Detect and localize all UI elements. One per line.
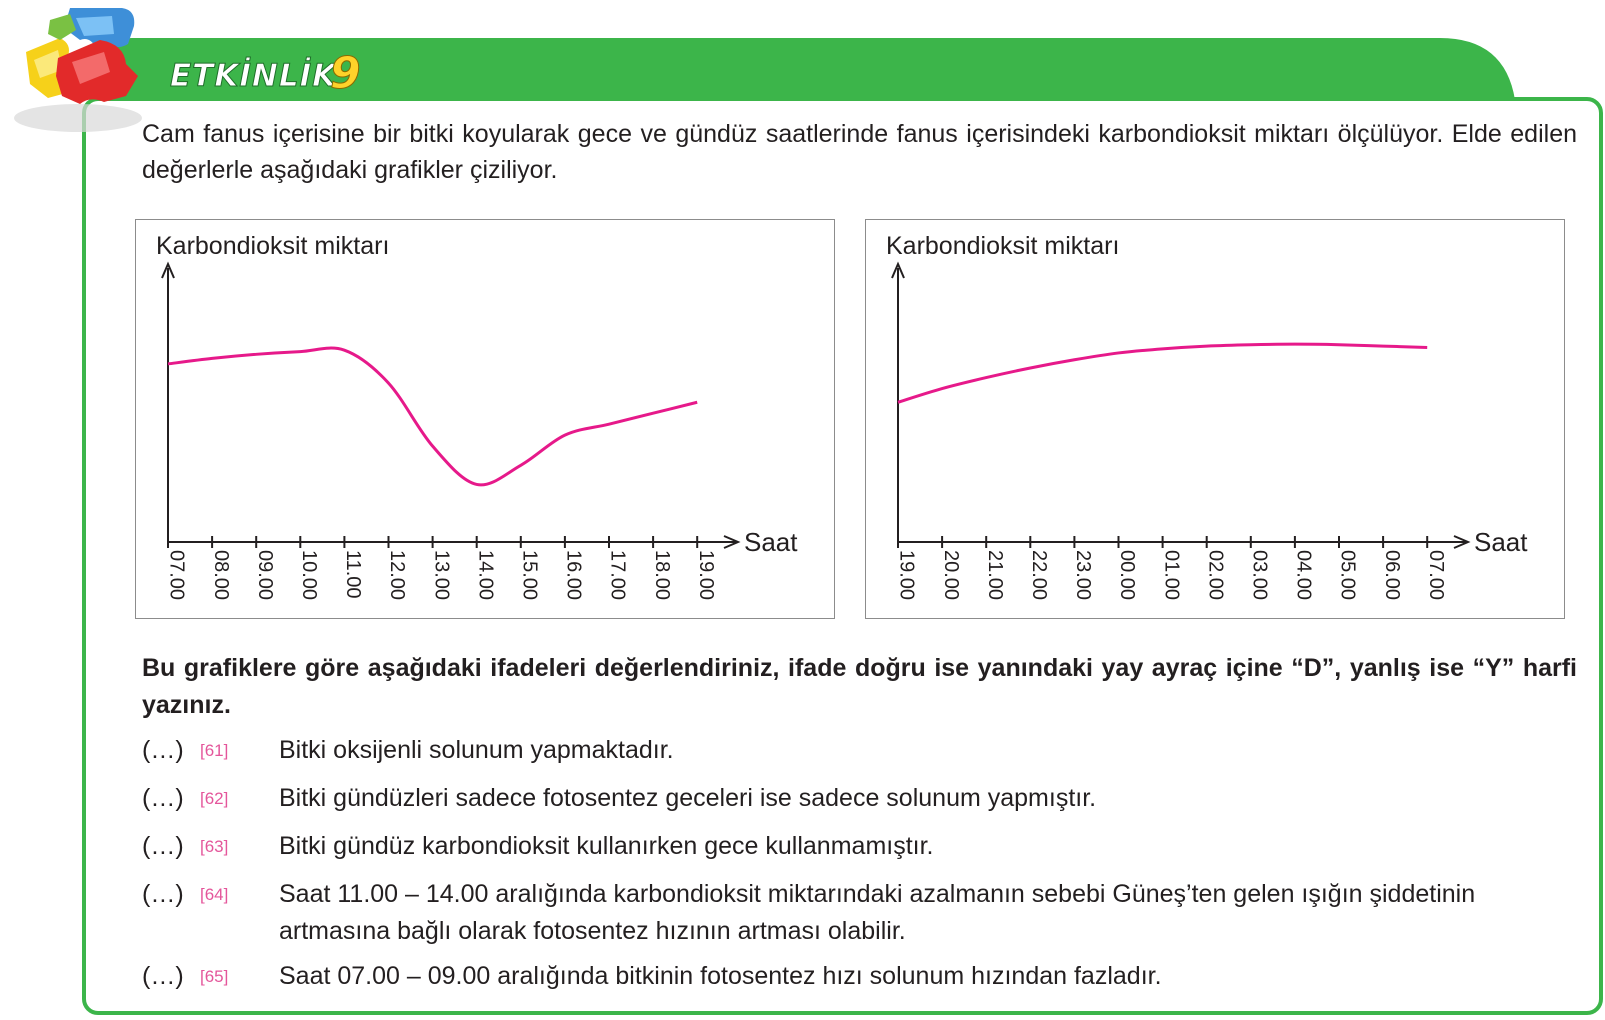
x-tick-label: 19.00	[896, 550, 918, 600]
chart-nighttime-xlabel: Saat	[1474, 527, 1528, 557]
header-band	[110, 38, 1515, 100]
chart-daytime-xlabel: Saat	[744, 527, 798, 557]
x-tick-label: 00.00	[1116, 550, 1138, 600]
x-tick-label: 08.00	[210, 550, 232, 600]
chart-daytime-ylabel: Karbondioksit miktarı	[156, 232, 389, 260]
question-number: [62]	[200, 789, 229, 808]
chart-daytime: Karbondioksit miktarı Saat 07.00 08.00 09.…	[135, 219, 835, 619]
statement-text: Bitki gündüz karbondioksit kullanırken g…	[279, 832, 934, 860]
x-tick-label: 09.00	[254, 550, 276, 600]
x-tick-label: 15.00	[519, 550, 541, 600]
chart-daytime-tick-labels: 07.00 08.00 09.00 10.00 11.00 12.00 13.00 14.00…	[166, 550, 717, 600]
chart-nighttime-series-line	[897, 342, 1428, 404]
x-tick-label: 14.00	[474, 550, 496, 600]
chart-nighttime-ylabel: Karbondioksit miktarı	[886, 232, 1119, 260]
x-tick-label: 03.00	[1249, 550, 1271, 600]
chart-daytime-ticks	[167, 536, 699, 548]
x-tick-label: 18.00	[651, 550, 673, 600]
x-tick-label: 17.00	[607, 550, 629, 600]
question-number: [61]	[200, 741, 229, 760]
statement-text: Saat 11.00 – 14.00 aralığında karbondiok…	[279, 880, 1476, 945]
question-instruction: Bu grafiklere göre aşağıdaki ifadeleri d…	[142, 654, 1577, 719]
x-tick-label: 21.00	[984, 550, 1006, 600]
chart-nighttime: Karbondioksit miktarı Saat 19.00 20.00 21.…	[865, 219, 1565, 619]
intro-paragraph: Cam fanus içerisine bir bitki koyularak …	[142, 120, 1577, 184]
x-tick-label: 16.00	[563, 550, 585, 600]
content-border	[82, 97, 1603, 1015]
x-tick-label: 10.00	[298, 550, 320, 600]
activity-number: 9	[330, 48, 361, 99]
chart-nighttime-x-arrow	[1453, 535, 1471, 549]
x-tick-label: 12.00	[386, 550, 408, 600]
activity-title: ETKİNLİK	[170, 58, 338, 94]
answer-blank[interactable]: (…)	[142, 832, 184, 860]
statement-text: Bitki oksijenli solunum yapmaktadır.	[279, 736, 674, 764]
question-number: [65]	[200, 967, 229, 986]
answer-blank[interactable]: (…)	[142, 962, 184, 990]
x-tick-label: 20.00	[940, 550, 962, 600]
chart-nighttime-ticks	[897, 536, 1429, 548]
x-tick-label: 11.00	[342, 550, 364, 599]
statement-text: Bitki gündüzleri sadece fotosentez gecel…	[279, 784, 1097, 812]
x-tick-label: 07.00	[166, 550, 188, 600]
question-number: [64]	[200, 885, 229, 904]
x-tick-label: 19.00	[695, 550, 717, 600]
chart-nighttime-y-arrow	[891, 261, 905, 279]
answer-blank[interactable]: (…)	[142, 880, 184, 908]
chart-daytime-y-arrow	[161, 261, 175, 279]
x-tick-label: 13.00	[430, 550, 452, 600]
x-tick-label: 06.00	[1381, 550, 1403, 600]
question-number: [63]	[200, 837, 229, 856]
chart-daytime-svg: Karbondioksit miktarı Saat 07.00 08.00 09.…	[156, 232, 798, 600]
answer-blank[interactable]: (…)	[142, 736, 184, 764]
chart-nighttime-svg: Karbondioksit miktarı Saat 19.00 20.00 21.…	[886, 232, 1528, 600]
chart-daytime-x-arrow	[723, 535, 741, 549]
answer-blank[interactable]: (…)	[142, 784, 184, 812]
x-tick-label: 23.00	[1072, 550, 1094, 600]
puzzle-logo-icon	[14, 8, 142, 132]
x-tick-label: 22.00	[1028, 550, 1050, 600]
chart-daytime-series-line	[167, 346, 698, 487]
x-tick-label: 02.00	[1204, 550, 1226, 600]
x-tick-label: 07.00	[1425, 550, 1447, 600]
x-tick-label: 04.00	[1293, 550, 1315, 600]
x-tick-label: 01.00	[1160, 550, 1182, 600]
x-tick-label: 05.00	[1337, 550, 1359, 600]
statement-text: Saat 07.00 – 09.00 aralığında bitkinin f…	[279, 962, 1162, 990]
chart-nighttime-tick-labels: 19.00 20.00 21.00 22.00 23.00 00.00 01.00 02.00…	[896, 550, 1447, 600]
